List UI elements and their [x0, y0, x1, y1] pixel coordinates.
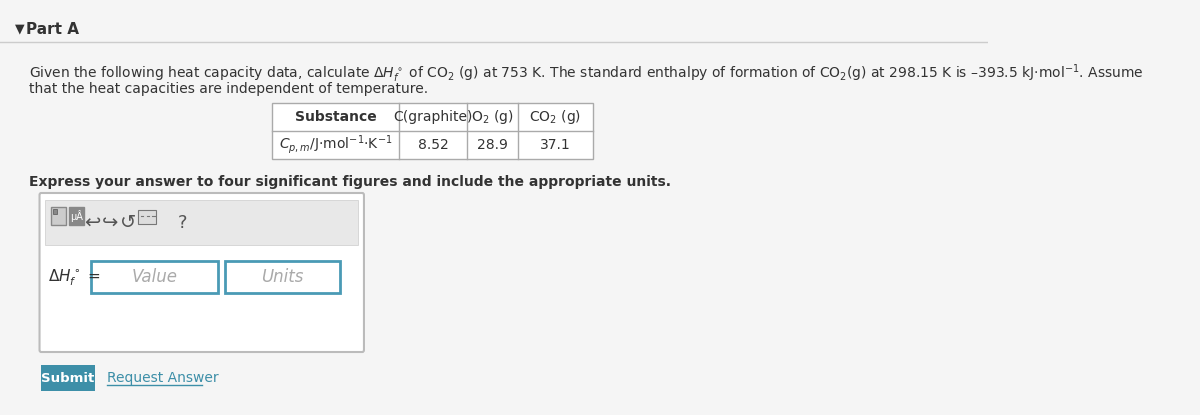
Text: Submit: Submit — [41, 371, 95, 385]
Bar — [53, 209, 56, 214]
Text: ▼: ▼ — [14, 22, 24, 35]
Bar — [138, 210, 156, 224]
Text: 8.52: 8.52 — [418, 138, 449, 152]
Text: Value: Value — [131, 268, 178, 286]
Text: CO$_2$ (g): CO$_2$ (g) — [529, 108, 582, 126]
Text: $\Delta H_f^\circ$ =: $\Delta H_f^\circ$ = — [48, 268, 100, 288]
Text: C(graphite): C(graphite) — [394, 110, 473, 124]
Text: 37.1: 37.1 — [540, 138, 571, 152]
Text: ↪: ↪ — [102, 213, 119, 232]
Text: Substance: Substance — [295, 110, 377, 124]
Bar — [271, 103, 593, 159]
Text: ↩: ↩ — [84, 213, 101, 232]
Bar — [224, 261, 340, 293]
Bar — [41, 365, 95, 391]
Text: ?: ? — [178, 213, 187, 232]
Text: ↺: ↺ — [120, 213, 137, 232]
Text: Given the following heat capacity data, calculate $\Delta H_f^\circ$ of CO$_2$ (: Given the following heat capacity data, … — [29, 62, 1144, 85]
Text: $C_{p,m}$/J$\cdot$mol$^{-1}$$\cdot$K$^{-1}$: $C_{p,m}$/J$\cdot$mol$^{-1}$$\cdot$K$^{-… — [278, 134, 392, 156]
Text: Part A: Part A — [26, 22, 79, 37]
Bar — [90, 261, 218, 293]
FancyBboxPatch shape — [40, 193, 364, 352]
Text: 28.9: 28.9 — [476, 138, 508, 152]
Bar — [52, 207, 66, 225]
Text: μÂ: μÂ — [70, 210, 83, 222]
Text: Express your answer to four significant figures and include the appropriate unit: Express your answer to four significant … — [29, 175, 671, 189]
Text: that the heat capacities are independent of temperature.: that the heat capacities are independent… — [29, 82, 428, 96]
Bar — [46, 200, 358, 245]
Bar — [70, 207, 84, 225]
Text: Units: Units — [262, 268, 304, 286]
Text: Request Answer: Request Answer — [107, 371, 218, 385]
Text: O$_2$ (g): O$_2$ (g) — [472, 108, 514, 126]
